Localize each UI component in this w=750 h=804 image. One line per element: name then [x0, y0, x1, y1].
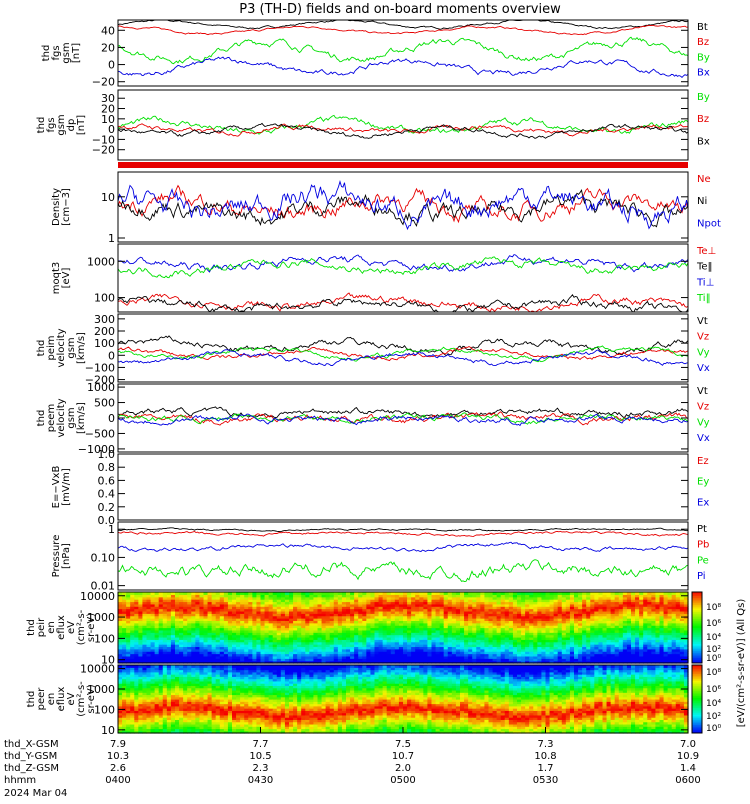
- y-axis-label: [nPa]: [61, 543, 72, 569]
- legend-entry: Npot: [697, 218, 721, 229]
- y-axis-label: [mV/m]: [61, 468, 72, 506]
- legend-entry: Te‖: [696, 262, 713, 273]
- legend-entry: By: [697, 52, 710, 63]
- legend-entry: Vz: [697, 332, 709, 343]
- series-line-7-0: [118, 528, 688, 532]
- series-line-7-3: [118, 542, 688, 551]
- y-tick-label: −20: [92, 144, 115, 157]
- series-line-3-0: [118, 293, 688, 312]
- legend-entry: Ez: [697, 456, 709, 467]
- series-line-1-1: [118, 124, 688, 136]
- y-tick-label: 1.0: [98, 448, 116, 461]
- legend-entry: Pi: [697, 571, 706, 582]
- y-axis-label: [km/s]: [76, 402, 87, 434]
- legend-entry: Vt: [697, 316, 708, 327]
- series-line-7-2: [118, 560, 688, 582]
- panel-frame: [118, 90, 688, 160]
- series-line-0-2: [118, 37, 688, 64]
- panel-frame: [118, 172, 688, 242]
- y-tick-label: 10000: [80, 590, 115, 603]
- y-tick-label: 0: [108, 349, 115, 362]
- y-tick-label: 0.2: [98, 501, 116, 514]
- y-tick-label: 1000: [87, 381, 115, 394]
- legend-entry: Bt: [697, 22, 708, 33]
- legend-entry: Ex: [697, 497, 709, 508]
- y-tick-label: 500: [94, 397, 115, 410]
- legend-entry: Vx: [697, 433, 710, 444]
- legend-entry: Pe: [697, 555, 709, 566]
- y-axis-label: [nT]: [71, 43, 82, 63]
- y-tick-label: −20: [92, 76, 115, 89]
- panel-frame: [118, 522, 688, 590]
- plot-title: P3 (TH-D) fields and on-board moments ov…: [239, 2, 561, 17]
- legend-entry: Pb: [697, 540, 709, 551]
- legend-entry: Pt: [697, 524, 707, 535]
- series-line-0-0: [118, 20, 688, 29]
- legend-entry: Te⊥: [696, 246, 716, 257]
- y-tick-label: 100: [94, 292, 115, 305]
- y-tick-label: 20: [101, 41, 115, 54]
- y-axis-label: [km/s]: [76, 332, 87, 364]
- panel-frame: [118, 314, 688, 382]
- y-tick-label: 10: [101, 191, 115, 204]
- legend-entry: Bz: [697, 37, 709, 48]
- legend-entry: Ni: [697, 196, 707, 207]
- legend-entry: Bx: [697, 67, 710, 78]
- y-tick-label: 100: [94, 632, 115, 645]
- y-tick-label: 300: [94, 313, 115, 326]
- y-tick-label: −500: [85, 427, 115, 440]
- legend-entry: By: [697, 92, 710, 103]
- y-tick-label: 0: [108, 412, 115, 425]
- y-tick-label: 0.4: [98, 488, 116, 501]
- y-tick-label: 0.6: [98, 474, 116, 487]
- y-tick-label: 0.8: [98, 461, 116, 474]
- y-tick-label: 40: [101, 24, 115, 37]
- panel-frame: [118, 244, 688, 312]
- y-axis-label: [cm−3]: [61, 188, 72, 226]
- series-line-2-0: [118, 186, 688, 222]
- legend-entry: Ti⊥: [696, 277, 714, 288]
- legend-entry: Bz: [697, 114, 709, 125]
- legend-entry: Vz: [697, 402, 709, 413]
- legend-entry: Vy: [697, 417, 710, 428]
- legend-entry: Vx: [697, 363, 710, 374]
- y-tick-label: −100: [85, 361, 115, 374]
- y-tick-label: 0: [108, 59, 115, 72]
- series-line-3-2: [118, 255, 688, 272]
- series-line-3-3: [118, 257, 688, 278]
- y-axis-label: [nT]: [76, 115, 87, 135]
- legend-entry: Vt: [697, 386, 708, 397]
- series-line-7-1: [118, 531, 688, 536]
- legend-entry: Ne: [697, 174, 711, 185]
- panel-frame: [118, 454, 688, 520]
- legend-entry: Ti‖: [696, 293, 711, 304]
- legend-entry: Vy: [697, 347, 710, 358]
- y-tick-label: 100: [94, 337, 115, 350]
- y-tick-label: 1: [108, 232, 115, 245]
- panel-frame: [118, 20, 688, 86]
- y-tick-label: 1000: [87, 255, 115, 268]
- y-tick-label: 200: [94, 325, 115, 338]
- y-axis-label: [eV]: [61, 268, 72, 289]
- y-axis-label: sr-eV): [86, 613, 97, 642]
- y-tick-label: 1: [108, 523, 115, 536]
- legend-entry: Ey: [697, 477, 709, 488]
- legend-entry: Bx: [697, 136, 710, 147]
- y-tick-label: 0.10: [91, 551, 116, 564]
- series-line-4-2: [118, 346, 688, 362]
